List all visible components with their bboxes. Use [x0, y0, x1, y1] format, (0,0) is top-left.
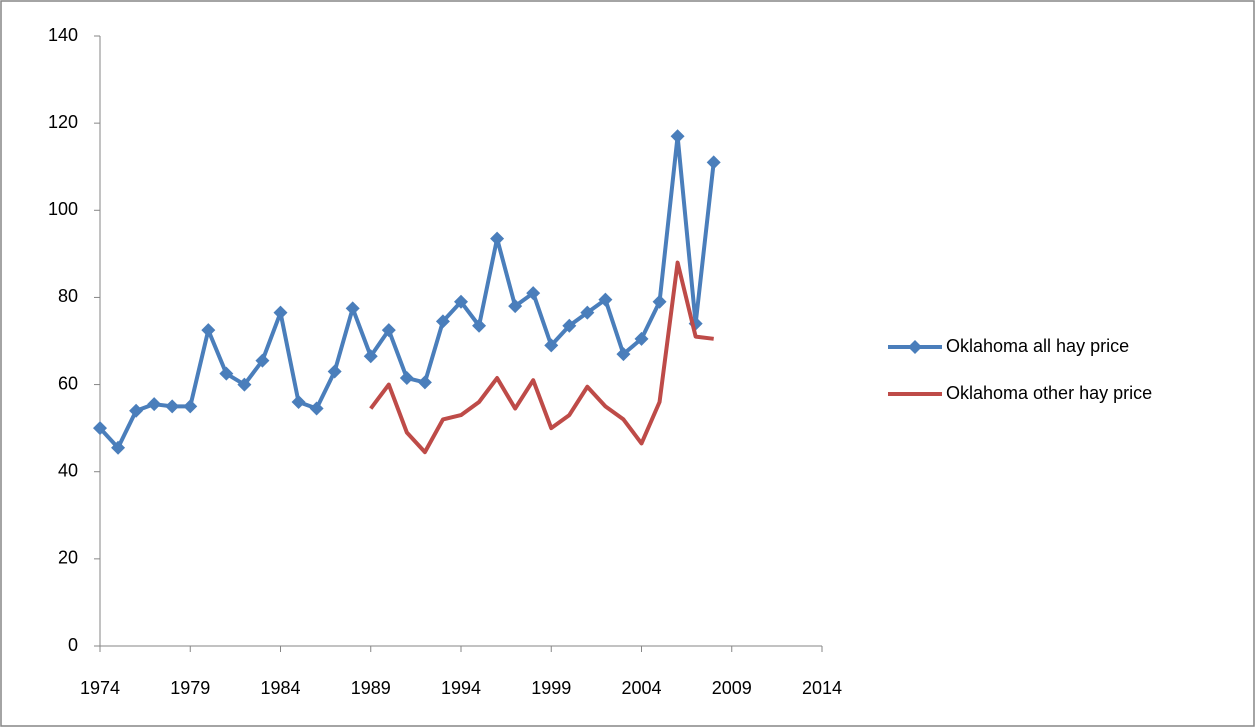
data-point	[706, 155, 721, 170]
y-tick-label: 100	[48, 199, 78, 219]
series-line	[369, 260, 714, 455]
data-point	[291, 395, 306, 409]
data-point	[508, 299, 523, 314]
x-tick-label: 1989	[351, 678, 391, 698]
data-point	[309, 401, 324, 416]
data-point	[544, 338, 559, 353]
x-tick-label: 1984	[260, 678, 300, 698]
x-tick-label: 2014	[802, 678, 842, 698]
x-tick-label: 1994	[441, 678, 481, 698]
x-tick-label: 2009	[712, 678, 752, 698]
data-point	[417, 375, 432, 390]
y-tick-label: 140	[48, 25, 78, 45]
data-point	[652, 294, 667, 309]
data-point	[399, 371, 414, 386]
data-point	[183, 399, 198, 414]
data-point	[670, 129, 685, 144]
x-tick-label: 1974	[80, 678, 120, 698]
data-point	[129, 403, 144, 418]
y-tick-label: 0	[68, 635, 78, 655]
y-tick-label: 20	[58, 548, 78, 568]
data-point	[327, 364, 342, 379]
data-point	[472, 318, 487, 333]
data-point	[237, 377, 252, 392]
data-point	[381, 323, 396, 338]
data-point	[273, 305, 288, 320]
data-point	[93, 421, 107, 436]
legend-label: Oklahoma other hay price	[946, 383, 1152, 403]
data-point	[363, 349, 378, 364]
x-tick-label: 2004	[621, 678, 661, 698]
data-point	[165, 399, 180, 414]
y-tick-label: 120	[48, 112, 78, 132]
data-point	[147, 397, 162, 412]
legend-label: Oklahoma all hay price	[946, 336, 1129, 356]
x-tick-label: 1999	[531, 678, 571, 698]
data-point	[255, 353, 270, 368]
data-point	[580, 305, 595, 320]
data-point	[219, 366, 234, 381]
y-tick-label: 60	[58, 373, 78, 393]
data-point	[598, 292, 613, 307]
data-point	[634, 331, 649, 346]
data-point	[201, 323, 216, 338]
data-point	[562, 318, 577, 333]
data-point	[616, 347, 631, 362]
data-point	[526, 286, 541, 301]
legend-marker	[908, 340, 922, 354]
data-point	[435, 314, 450, 329]
x-tick-label: 1979	[170, 678, 210, 698]
data-point	[111, 440, 126, 455]
y-tick-label: 40	[58, 460, 78, 480]
data-point	[345, 301, 360, 316]
data-point	[490, 231, 505, 246]
y-tick-label: 80	[58, 286, 78, 306]
data-point	[454, 294, 468, 309]
